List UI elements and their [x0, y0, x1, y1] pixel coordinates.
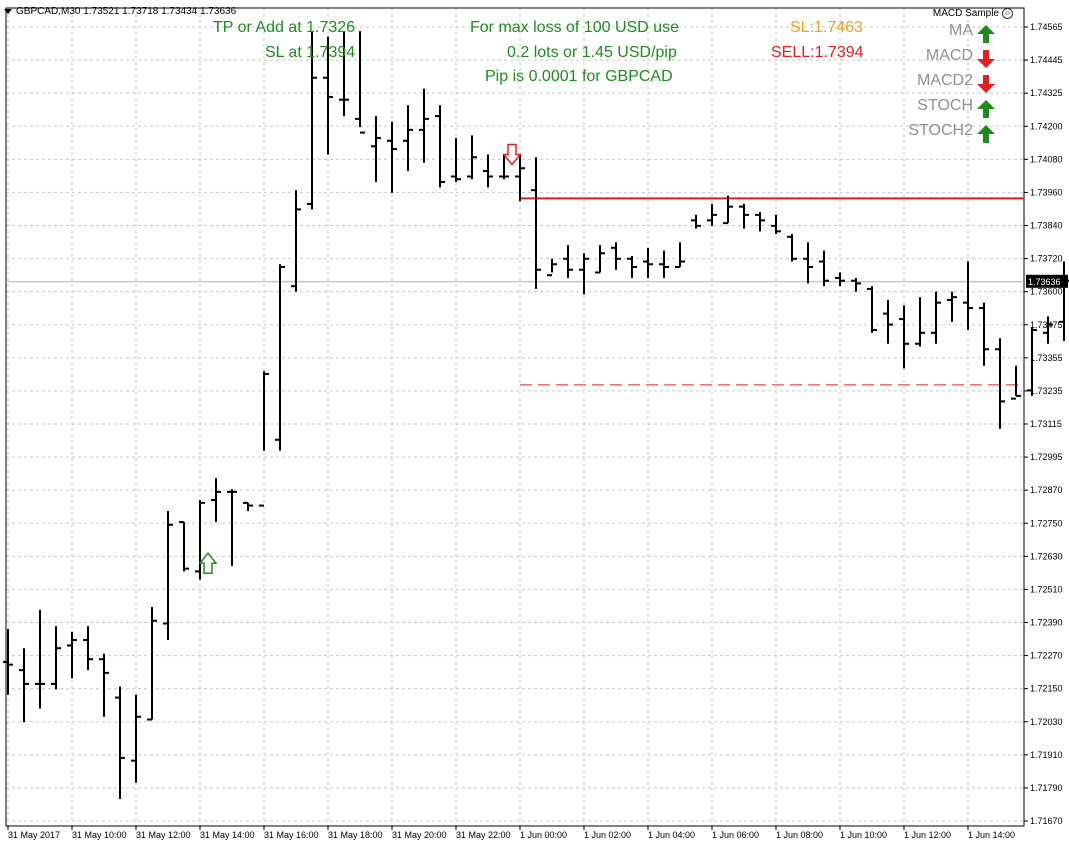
chart-title: GBPCAD,M30 1.73521 1.73718 1.73434 1.736…	[16, 5, 237, 17]
y-tick-label: 1.72270	[1030, 651, 1063, 661]
y-tick-label: 1.72750	[1030, 518, 1063, 528]
y-tick-label: 1.72870	[1030, 485, 1063, 495]
green-up-arrow-icon	[977, 125, 995, 143]
y-tick-label: 1.74445	[1030, 55, 1063, 65]
y-tick-label: 1.73960	[1030, 187, 1063, 197]
indicator-label-stoch2: STOCH2	[908, 122, 973, 139]
maxloss-text: For max loss of 100 USD use	[470, 19, 679, 36]
x-tick-label: 31 May 14:00	[200, 830, 255, 840]
y-tick-label: 1.72630	[1030, 551, 1063, 561]
y-tick-label: 1.71790	[1030, 783, 1063, 793]
y-tick-label: 1.73840	[1030, 221, 1063, 231]
smiley-face-icon[interactable]: ☺	[1002, 8, 1013, 19]
x-tick-label: 1 Jun 10:00	[840, 830, 887, 840]
x-tick-label: 31 May 18:00	[328, 830, 383, 840]
y-tick-label: 1.73235	[1030, 386, 1063, 396]
y-tick-label: 1.72030	[1030, 717, 1063, 727]
buy-signal-arrow-icon[interactable]	[198, 551, 218, 574]
ea-name: MACD Sample	[932, 8, 999, 19]
y-tick-label: 1.73720	[1030, 254, 1063, 264]
x-tick-label: 31 May 12:00	[136, 830, 191, 840]
plot-frame	[5, 7, 1025, 827]
y-tick-label: 1.72995	[1030, 452, 1063, 462]
x-tick-label: 31 May 20:00	[392, 830, 447, 840]
pip-text: Pip is 0.0001 for GBPCAD	[485, 68, 673, 85]
y-tick-label: 1.72510	[1030, 584, 1063, 594]
y-tick-label: 1.73600	[1030, 287, 1063, 297]
chart-header: GBPCAD,M30 1.73521 1.73718 1.73434 1.736…	[4, 4, 236, 18]
x-tick-label: 1 Jun 06:00	[712, 830, 759, 840]
y-tick-label: 1.72390	[1030, 618, 1063, 628]
x-tick-label: 31 May 10:00	[72, 830, 127, 840]
tp-text: TP or Add at 1.7326	[213, 19, 356, 36]
y-tick-label: 1.74080	[1030, 154, 1063, 164]
lots-text: 0.2 lots or 1.45 USD/pip	[507, 44, 677, 61]
y-tick-label: 1.73115	[1030, 419, 1062, 429]
expert-advisor-label: MACD Sample ☺	[933, 8, 1013, 19]
y-tick-label: 1.74200	[1030, 121, 1063, 131]
chart-menu-triangle-icon[interactable]	[4, 8, 12, 14]
green-up-arrow-icon	[977, 100, 995, 118]
y-tick-label: 1.73475	[1030, 320, 1063, 330]
indicator-label-macd: MACD	[925, 47, 973, 64]
sl-text: SL at 1.7394	[265, 44, 356, 61]
sl-level-text: SL:1.7463	[790, 19, 863, 36]
x-tick-label: 31 May 22:00	[456, 830, 511, 840]
x-tick-label: 1 Jun 04:00	[648, 830, 695, 840]
y-tick-label: 1.73355	[1030, 353, 1063, 363]
x-tick-label: 1 Jun 00:00	[520, 830, 567, 840]
current-price-label: 1.73636	[1028, 277, 1061, 287]
y-tick-label: 1.71670	[1030, 816, 1063, 826]
green-up-arrow-icon	[977, 25, 995, 43]
x-tick-label: 1 Jun 14:00	[968, 830, 1015, 840]
x-tick-label: 1 Jun 12:00	[904, 830, 951, 840]
y-tick-label: 1.72150	[1030, 684, 1063, 694]
y-tick-label: 1.71910	[1030, 750, 1063, 760]
indicator-label-stoch: STOCH	[917, 97, 973, 114]
x-tick-label: 1 Jun 02:00	[584, 830, 631, 840]
indicator-label-macd2: MACD2	[916, 72, 973, 89]
red-down-arrow-icon	[977, 75, 995, 93]
x-tick-label: 31 May 16:00	[264, 830, 319, 840]
sell-signal-arrow-icon[interactable]	[502, 143, 522, 166]
y-tick-label: 1.74565	[1030, 22, 1063, 32]
current-price-box	[1026, 274, 1068, 288]
red-down-arrow-icon	[977, 50, 995, 68]
sell-level-text: SELL:1.7394	[771, 44, 864, 61]
y-tick-label: 1.74325	[1030, 88, 1063, 98]
indicator-label-ma: MA	[949, 22, 973, 39]
x-tick-label: 1 Jun 08:00	[776, 830, 823, 840]
x-tick-label: 31 May 2017	[8, 830, 60, 840]
